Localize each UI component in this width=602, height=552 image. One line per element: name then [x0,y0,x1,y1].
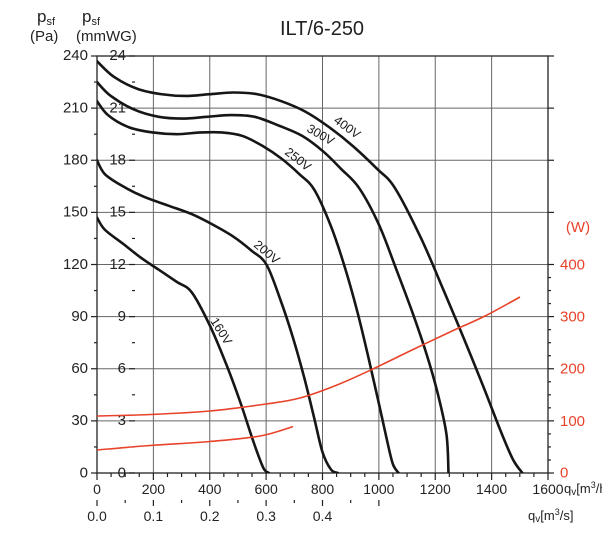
svg-text:1000: 1000 [363,481,394,497]
svg-text:180: 180 [63,152,88,169]
svg-text:300V: 300V [305,121,338,148]
svg-text:120: 120 [63,256,88,273]
svg-text:0.0: 0.0 [87,508,107,524]
svg-text:24: 24 [109,47,126,64]
svg-text:qv[m3/s]: qv[m3/s] [528,507,573,525]
svg-text:0.2: 0.2 [200,508,220,524]
svg-text:400V: 400V [331,113,363,142]
svg-text:(mmWG): (mmWG) [76,28,137,45]
svg-text:60: 60 [71,360,88,377]
svg-text:12: 12 [109,256,126,273]
svg-text:150: 150 [63,204,88,221]
svg-text:ILT/6-250: ILT/6-250 [280,18,364,40]
svg-text:800: 800 [311,481,335,497]
svg-text:210: 210 [63,100,88,117]
svg-text:qv[m3/h]: qv[m3/h] [564,480,602,498]
svg-text:200: 200 [142,481,166,497]
svg-text:15: 15 [109,204,126,221]
svg-text:1200: 1200 [420,481,451,497]
svg-text:90: 90 [71,308,88,325]
svg-text:9: 9 [118,308,126,325]
svg-text:30: 30 [71,412,88,429]
svg-text:400: 400 [198,481,222,497]
svg-text:0: 0 [93,481,101,497]
svg-text:0.4: 0.4 [313,508,333,524]
svg-text:200: 200 [560,361,585,378]
svg-text:240: 240 [63,47,88,64]
svg-text:18: 18 [109,152,126,169]
svg-text:1400: 1400 [476,481,507,497]
svg-text:1600: 1600 [532,481,563,497]
svg-text:0: 0 [560,464,568,481]
svg-text:6: 6 [118,360,126,377]
svg-text:psf: psf [82,7,101,28]
svg-text:0: 0 [118,464,126,481]
svg-text:600: 600 [254,481,278,497]
svg-text:300: 300 [560,309,585,326]
svg-text:100: 100 [560,413,585,430]
svg-text:(W): (W) [566,219,590,236]
svg-text:0: 0 [80,464,88,481]
svg-text:psf: psf [37,7,56,28]
svg-text:0.3: 0.3 [256,508,276,524]
svg-text:(Pa): (Pa) [30,28,58,45]
svg-text:400: 400 [560,257,585,274]
svg-text:0.1: 0.1 [144,508,164,524]
svg-text:250V: 250V [282,145,314,174]
